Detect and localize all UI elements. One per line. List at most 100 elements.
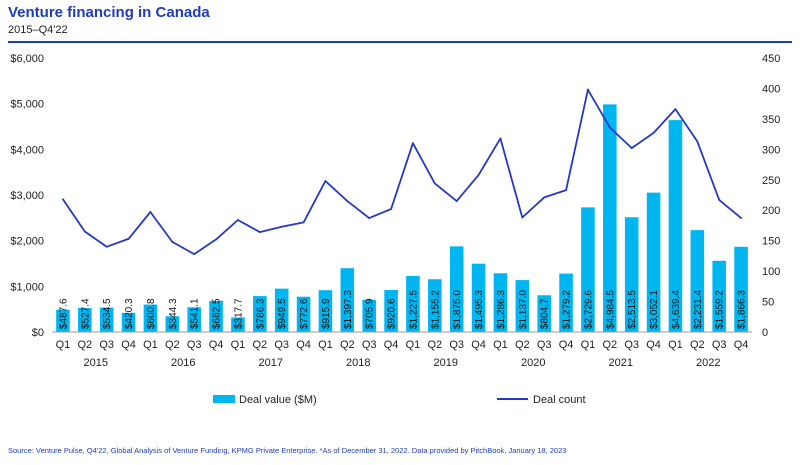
left-tick-label: $4,000 (10, 144, 44, 156)
source-footnote: Source: Venture Pulse, Q4'22, Global Ana… (8, 446, 567, 455)
bar-value-label: $317.7 (233, 298, 244, 329)
quarter-label: Q2 (340, 339, 355, 351)
bar-value-label: $786.3 (255, 298, 266, 329)
quarter-label: Q4 (296, 339, 311, 351)
deal-value-bar (78, 307, 92, 332)
deal-count-point (215, 238, 217, 241)
year-label: 2021 (609, 357, 633, 369)
deal-value-bar (253, 296, 267, 332)
bar-value-label: $1,286.3 (496, 290, 507, 329)
year-label: 2022 (696, 357, 720, 369)
quarter-label: Q3 (274, 339, 289, 351)
right-tick-label: 250 (762, 175, 780, 187)
left-tick-label: $6,000 (10, 53, 44, 65)
bar-value-label: $915.9 (321, 298, 332, 329)
quarter-label: Q3 (624, 339, 639, 351)
year-label: 2018 (346, 357, 370, 369)
quarter-label: Q3 (99, 339, 114, 351)
x-axis: Q1 Q2 Q3 Q4 Q1 Q2 Q3 Q4 Q1 Q2 Q3 Q4 Q1 Q2 Q3 Q4 Q1 Q2 Q3 Q4… (56, 339, 749, 369)
quarter-label: Q4 (121, 339, 136, 351)
quarter-label: Q1 (231, 339, 246, 351)
deal-value-bar (143, 304, 158, 332)
bar-value-label: $1,875.0 (452, 290, 463, 329)
deal-value-bar (406, 275, 420, 332)
deal-count-point (499, 137, 502, 140)
deal-count-point (630, 147, 633, 150)
right-tick-label: 300 (762, 144, 780, 156)
year-label: 2015 (84, 357, 108, 369)
bar-value-label: $1,279.2 (562, 290, 573, 329)
deal-value-bar (449, 246, 464, 332)
deal-count-point (193, 253, 196, 255)
bar-value-label: $420.3 (124, 298, 135, 329)
bar-value-label: $4,984.5 (605, 290, 616, 329)
deal-count-point (412, 142, 414, 145)
deal-value-bar (646, 192, 661, 332)
deal-count-point (302, 221, 305, 224)
deal-count-point (740, 217, 742, 220)
quarter-label: Q4 (209, 339, 224, 351)
quarter-label: Q2 (77, 339, 92, 351)
right-tick-label: 50 (762, 297, 774, 309)
deal-count-point (258, 231, 261, 234)
quarter-label: Q1 (143, 339, 158, 351)
deal-count-point (280, 225, 283, 228)
left-tick-label: $2,000 (10, 236, 44, 248)
deal-value-bar (603, 104, 617, 332)
deal-count-point (455, 200, 458, 202)
bar-value-label: $2,729.6 (583, 290, 594, 329)
left-tick-label: $3,000 (10, 190, 44, 202)
year-label: 2020 (521, 357, 545, 369)
line-series (62, 88, 742, 256)
bar-value-label: $1,227.5 (408, 290, 419, 329)
bar-value-label: $804.7 (540, 298, 551, 329)
deal-value-bar (274, 288, 289, 332)
bar-series: $487.6 $527.4 $534.5 $420.3 $600.8 $344.3 $541… (52, 104, 752, 333)
quarter-label: Q4 (734, 339, 749, 351)
bar-value-label: $534.5 (102, 298, 113, 329)
right-axis: 0 50 100 150 200 250 300 350 400 450 (762, 53, 780, 339)
quarter-label: Q1 (318, 339, 333, 351)
quarter-label: Q4 (384, 339, 399, 351)
quarter-label: Q2 (252, 339, 267, 351)
quarter-label: Q3 (362, 339, 377, 351)
quarter-label: Q1 (406, 339, 421, 351)
right-tick-label: 150 (762, 236, 780, 248)
deal-count-point (83, 230, 86, 233)
deal-count-point (105, 245, 108, 248)
deal-count-point (433, 182, 436, 185)
legend-label-deal-value: Deal value ($M) (239, 394, 317, 406)
deal-value-bar (537, 295, 551, 332)
year-label: 2017 (259, 357, 283, 369)
right-tick-label: 200 (762, 205, 780, 217)
deal-count-point (543, 196, 546, 199)
bar-value-label: $1,155.2 (430, 290, 441, 329)
bar-value-label: $1,137.0 (518, 290, 529, 329)
legend-label-deal-count: Deal count (533, 394, 586, 406)
bar-value-label: $600.8 (146, 298, 157, 329)
deal-count-point (521, 216, 524, 219)
deal-value-bar (209, 300, 223, 332)
deal-count-point (171, 240, 174, 243)
deal-count-point (324, 180, 327, 182)
deal-count-point (368, 217, 371, 220)
deal-count-line (62, 88, 742, 256)
deal-count-point (237, 219, 239, 221)
bar-value-label: $705.9 (365, 298, 376, 329)
quarter-label: Q3 (537, 339, 552, 351)
deal-count-point (718, 198, 721, 201)
bar-value-label: $2,513.5 (627, 290, 638, 329)
quarter-label: Q3 (712, 339, 727, 351)
deal-value-bar (318, 290, 333, 332)
legend: Deal value ($M) Deal count (213, 394, 586, 406)
bar-value-label: $920.6 (387, 298, 398, 329)
quarter-label: Q2 (427, 339, 442, 351)
bar-value-label: $3,052.1 (649, 290, 660, 329)
deal-count-point (652, 131, 655, 134)
deal-value-bar (121, 312, 136, 332)
quarter-label: Q2 (515, 339, 530, 351)
quarter-label: Q1 (668, 339, 683, 351)
bar-value-label: $487.6 (58, 298, 69, 329)
deal-value-bar (362, 299, 376, 332)
deal-value-bar (471, 263, 486, 332)
